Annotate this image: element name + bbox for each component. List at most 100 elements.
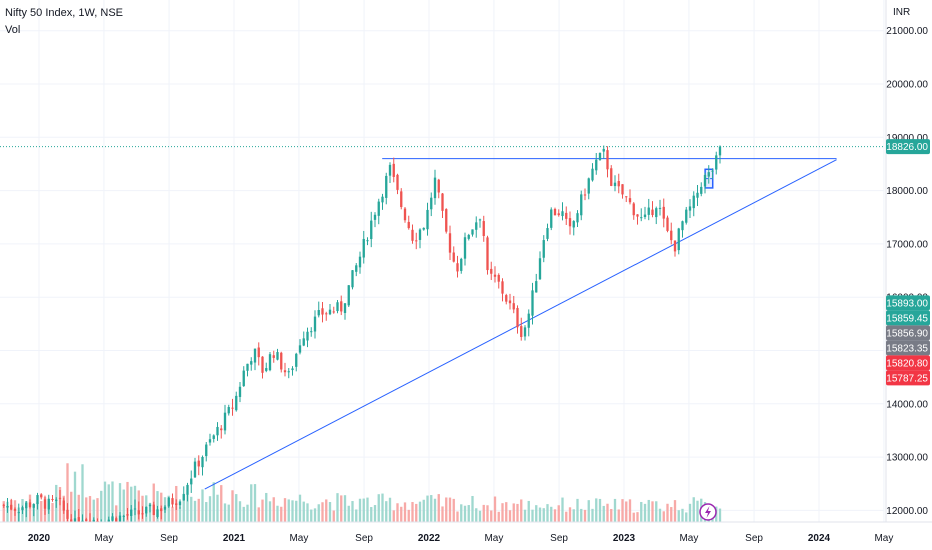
candle-body: [636, 214, 639, 217]
candle-body: [482, 221, 485, 237]
candle-body: [28, 502, 32, 508]
volume-bar: [430, 495, 433, 522]
candle-body: [163, 506, 167, 510]
candle-body: [422, 227, 425, 230]
price-axis[interactable]: 21000.00 20000.00 19000.00 18000.00 17000.00…: [885, 0, 932, 550]
volume-indicator-label[interactable]: Vol: [5, 24, 21, 36]
time-axis[interactable]: 2020 May Sep 2021 May Sep 2022 May Sep 2023 May Sep…: [0, 521, 932, 550]
volume-bar: [400, 506, 403, 522]
volume-bar: [640, 501, 643, 522]
candle-body: [362, 238, 365, 258]
candle-body: [508, 300, 512, 304]
candle-body: [306, 331, 309, 341]
candle-body: [253, 348, 257, 363]
volume-bar: [568, 507, 572, 522]
time-axis-background: [0, 522, 932, 550]
price-tick-label: 19000.00: [886, 133, 928, 144]
candle-body: [460, 258, 463, 271]
lightning-icon[interactable]: [699, 503, 717, 521]
price-badge-label: 15820.80: [886, 358, 928, 369]
volume-bar: [655, 501, 658, 522]
volume-bar: [602, 505, 605, 522]
candle-body: [238, 386, 242, 397]
candle-body: [602, 148, 605, 152]
candle-body: [606, 150, 609, 170]
volume-bar: [381, 493, 384, 522]
volume-bar: [36, 501, 39, 522]
price-badges: 18826.00 15893.00 15859.45 15856.90 15823.35…: [886, 139, 930, 386]
candle-body: [677, 228, 680, 251]
candle-body: [696, 192, 699, 198]
price-badge-label: 15787.25: [886, 373, 928, 384]
volume-bar: [643, 503, 647, 522]
candle-body: [711, 170, 714, 172]
candle-body: [516, 307, 519, 328]
time-tick-label: May: [94, 533, 113, 544]
time-tick-label: 2021: [223, 533, 246, 544]
candle-body: [17, 512, 20, 514]
candle-body: [572, 221, 575, 228]
price-tick-label: 20000.00: [886, 80, 928, 91]
candlesticks: [2, 145, 722, 535]
candle-body: [403, 208, 407, 221]
candle-body: [580, 194, 583, 216]
volume-bar: [223, 503, 227, 522]
volume-bar: [336, 493, 339, 522]
candle-body: [328, 309, 332, 315]
volume-bar: [227, 504, 230, 522]
volume-bar: [463, 505, 467, 522]
volume-bar: [358, 498, 362, 522]
volume-bar: [216, 494, 219, 522]
candle-body: [295, 353, 298, 367]
candle-body: [250, 361, 253, 365]
candle-body: [6, 506, 9, 508]
volume-bar: [490, 510, 493, 522]
volume-bar: [561, 497, 564, 522]
candle-body: [133, 508, 137, 510]
candle-body: [317, 310, 320, 316]
candle-body: [257, 347, 260, 358]
time-tick-label: May: [484, 533, 503, 544]
candle-body: [538, 258, 542, 280]
volume-bar: [471, 495, 474, 522]
candle-body: [452, 252, 455, 262]
volume-bar: [527, 500, 530, 522]
candle-body: [520, 326, 523, 337]
volume-bar: [632, 512, 635, 522]
volume-bar: [497, 511, 500, 522]
volume-bar: [523, 509, 527, 522]
volume-bar: [81, 464, 84, 522]
candle-body: [310, 331, 313, 333]
volume-bar: [212, 482, 215, 522]
candle-body: [351, 270, 354, 288]
volume-bar: [171, 506, 174, 522]
price-tick-label: 12000.00: [886, 506, 928, 517]
volume-bar: [426, 495, 429, 522]
volume-bar: [291, 500, 294, 522]
volume-bar: [508, 510, 512, 522]
candle-body: [505, 295, 508, 302]
volume-bar: [355, 509, 358, 522]
candle-body: [358, 256, 362, 268]
candle-body: [126, 514, 129, 516]
candle-body: [430, 197, 433, 210]
volume-bar: [407, 509, 410, 522]
candle-body: [208, 439, 212, 443]
volume-bar: [77, 494, 80, 522]
volume-bar: [246, 504, 249, 522]
volume-bar: [441, 506, 444, 522]
volume-bar: [692, 497, 695, 522]
candle-body: [400, 191, 403, 208]
candle-body: [527, 313, 530, 328]
time-tick-label: 2023: [613, 533, 636, 544]
volume-bar: [201, 489, 204, 522]
candle-body: [553, 208, 557, 216]
price-badge-label: 15893.00: [886, 298, 928, 309]
volume-bar: [298, 494, 302, 522]
candle-body: [456, 263, 459, 272]
candle-body: [302, 338, 305, 346]
volume-bar: [2, 501, 5, 522]
volume-bar: [235, 494, 238, 522]
ascending-trendline[interactable]: [204, 159, 837, 490]
